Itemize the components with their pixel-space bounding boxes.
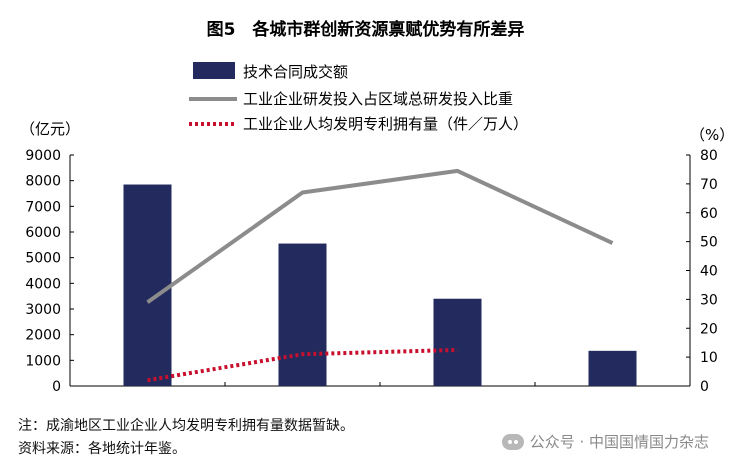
left-axis-tick-label: 9000 xyxy=(25,148,61,164)
watermark-text: 公众号 · 中国国情国力杂志 xyxy=(529,433,709,451)
right-axis-tick-label: 70 xyxy=(700,177,718,193)
note-source: 资料来源：各地统计年鉴。 xyxy=(18,441,186,457)
chart: 图5 各城市群创新资源禀赋优势有所差异技术合同成交额工业企业研发投入占区域总研发… xyxy=(20,19,731,395)
right-axis-tick-label: 80 xyxy=(700,148,718,164)
legend-label-bar: 技术合同成交额 xyxy=(243,63,348,81)
bar xyxy=(278,243,327,386)
bar xyxy=(123,184,172,386)
note-missing-data: 注：成渝地区工业企业人均发明专利拥有量数据暂缺。 xyxy=(18,418,354,434)
watermark: 公众号 · 中国国情国力杂志 xyxy=(501,431,709,452)
left-axis-unit: （亿元） xyxy=(20,120,80,138)
right-axis-tick-label: 10 xyxy=(700,350,718,366)
bar xyxy=(588,350,637,386)
right-axis-tick-label: 0 xyxy=(700,379,709,395)
legend-label-dotted: 工业企业人均发明专利拥有量（件／万人） xyxy=(243,115,528,133)
left-axis-tick-label: 4000 xyxy=(25,276,61,292)
left-axis-tick-label: 5000 xyxy=(25,251,61,267)
right-axis-tick-label: 20 xyxy=(700,321,718,337)
left-axis-tick-label: 3000 xyxy=(25,302,61,318)
wechat-icon xyxy=(501,433,524,450)
legend-swatch-bar xyxy=(193,62,235,79)
legend-label-line: 工业企业研发投入占区域总研发投入比重 xyxy=(243,90,513,108)
right-axis-tick-label: 50 xyxy=(700,235,718,251)
left-axis-tick-label: 8000 xyxy=(25,174,61,190)
left-axis-tick-label: 7000 xyxy=(25,199,61,215)
right-axis-tick-label: 40 xyxy=(700,264,718,280)
left-axis-tick-label: 1000 xyxy=(25,353,61,369)
line-rd-share xyxy=(146,168,614,304)
right-axis-tick-label: 30 xyxy=(700,292,718,308)
right-axis-unit: （%） xyxy=(690,126,731,144)
chart-title: 图5 各城市群创新资源禀赋优势有所差异 xyxy=(207,19,525,40)
right-axis-tick-label: 60 xyxy=(700,206,718,222)
left-axis-tick-label: 0 xyxy=(52,379,61,395)
bar xyxy=(433,298,482,386)
left-axis-tick-label: 6000 xyxy=(25,225,61,241)
left-axis-tick-label: 2000 xyxy=(25,328,61,344)
